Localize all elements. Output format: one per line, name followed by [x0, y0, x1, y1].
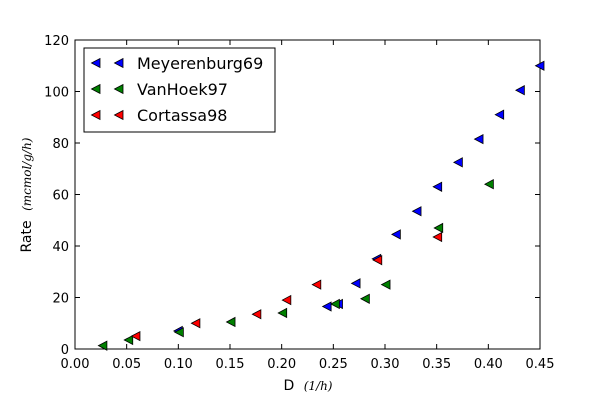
x-tick-label: 0.05: [112, 357, 141, 372]
marker-vanhoek97: [225, 316, 236, 328]
marker-cortassa98: [311, 279, 322, 290]
marker-vanhoek97: [484, 179, 494, 190]
y-tick-label: 60: [52, 189, 69, 204]
marker-meyerenburg69: [350, 278, 361, 289]
marker-meyerenburg69: [515, 85, 525, 96]
marker-vanhoek97: [174, 327, 184, 338]
legend: Meyerenburg69 VanHoek97 Cortassa98: [83, 47, 276, 133]
marker-cortassa98: [251, 309, 262, 320]
x-tick-label: 0.20: [267, 357, 296, 372]
marker-vanhoek97: [97, 340, 108, 351]
x-tick-label: 0.10: [164, 357, 193, 372]
marker-vanhoek97: [360, 293, 370, 304]
marker-meyerenburg69: [391, 229, 401, 240]
x-axis-label-unit: (1/h): [304, 379, 333, 393]
marker-vanhoek97: [277, 307, 288, 319]
y-tick-label: 100: [44, 86, 69, 101]
legend-marker: [113, 57, 124, 69]
x-axis: 0.00 0.05 0.10 0.15 0.20 0.25 0.30 0.35 0.40 0.45: [61, 40, 555, 372]
y-tick-label: 20: [52, 292, 69, 307]
legend-label: Cortassa98: [137, 106, 227, 125]
legend-label: VanHoek97: [137, 80, 228, 99]
marker-vanhoek97: [433, 222, 444, 234]
marker-vanhoek97: [123, 334, 134, 346]
x-tick-label: 0.25: [319, 357, 348, 372]
marker-vanhoek97: [380, 279, 391, 290]
marker-meyerenburg69: [411, 206, 422, 217]
x-tick-label: 0.30: [371, 357, 400, 372]
x-tick-label: 0.15: [216, 357, 245, 372]
x-tick-label: 0.35: [422, 357, 451, 372]
x-tick-label: 0.45: [526, 357, 555, 372]
marker-meyerenburg69: [534, 60, 545, 71]
marker-vanhoek97: [330, 298, 340, 310]
x-tick-label: 0.00: [61, 357, 90, 372]
y-axis-label-text: Rate: [19, 220, 35, 252]
marker-meyerenburg69: [453, 157, 463, 168]
marker-cortassa98: [130, 330, 141, 342]
x-tick-label: 0.40: [474, 357, 503, 372]
y-axis: 0 20 40 60 80 100 120: [44, 34, 540, 358]
legend-marker: [90, 109, 101, 121]
marker-cortassa98: [432, 231, 443, 243]
marker-cortassa98: [190, 318, 201, 329]
y-axis-label-unit: (mcmol/g/h): [20, 137, 34, 211]
legend-marker: [113, 83, 124, 95]
y-tick-label: 80: [52, 137, 69, 152]
y-tick-label: 40: [52, 240, 69, 255]
legend-marker: [90, 83, 101, 95]
legend-marker: [113, 109, 124, 121]
y-axis-label: Rate (mcmol/g/h): [19, 137, 35, 252]
legend-label: Meyerenburg69: [137, 54, 263, 73]
legend-marker: [90, 57, 101, 69]
x-axis-label-text: D: [283, 378, 294, 394]
y-tick-label: 120: [44, 34, 69, 49]
marker-meyerenburg69: [473, 133, 484, 145]
marker-meyerenburg69: [494, 109, 505, 120]
data-markers: [97, 60, 545, 351]
x-axis-label: D (1/h): [283, 378, 332, 394]
marker-cortassa98: [281, 294, 292, 306]
marker-meyerenburg69: [321, 301, 332, 312]
marker-cortassa98: [372, 254, 383, 266]
y-tick-label: 0: [61, 343, 69, 358]
marker-meyerenburg69: [432, 181, 443, 192]
